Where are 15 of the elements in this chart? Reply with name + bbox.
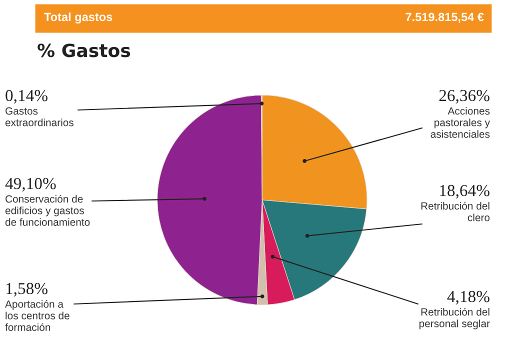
slice-label: Aportación a los centros de formación xyxy=(5,300,70,331)
slice-label: Retribución del clero xyxy=(421,202,490,222)
text: Total gastos xyxy=(44,12,112,24)
data-label: 18,64% xyxy=(440,184,490,199)
slice-label: Gastos extraordinarios xyxy=(5,107,74,126)
data-label: 0,14% xyxy=(6,90,48,104)
data-label: 4,18% xyxy=(447,290,490,305)
text: 7.519.815,54 € xyxy=(406,12,484,23)
chart-title: % Gastos xyxy=(38,44,130,58)
data-label: 1,58% xyxy=(6,282,48,297)
slice-label: Acciones pastorales y asistenciales xyxy=(430,107,490,138)
data-label: 26,36% xyxy=(439,90,490,104)
slice-label: Conservación de edificios y gastos de funcionamiento xyxy=(5,194,90,226)
data-label: 49,10% xyxy=(5,178,56,192)
slice-label: Retribución del personal seglar xyxy=(419,308,490,330)
